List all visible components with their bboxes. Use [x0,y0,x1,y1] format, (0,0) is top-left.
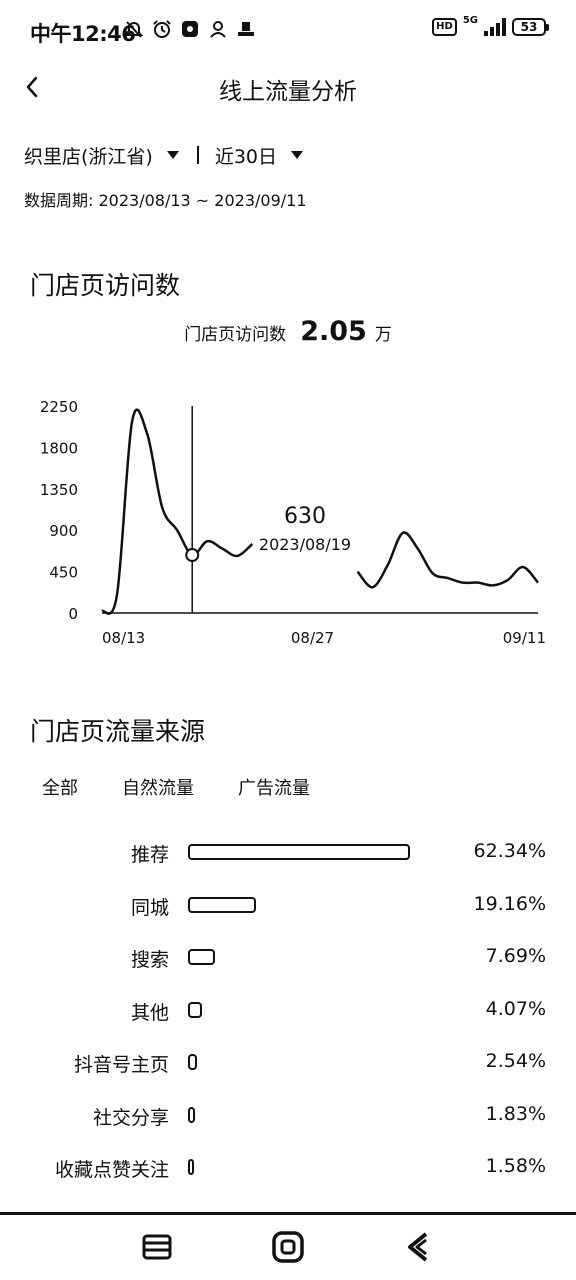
source-label: 搜索 [130,949,169,971]
source-bar [188,1106,195,1123]
store-selector-label: 织里店(浙江省) [24,145,153,168]
chevron-left-icon [26,76,38,98]
source-percentage: 1.83% [485,1102,546,1125]
source-label: 其他 [130,1001,169,1024]
battery-icon: 53 [512,18,549,36]
source-percentage: 62.34% [473,840,546,862]
menu-icon [142,1234,172,1260]
y-tick-label: 450 [49,564,78,582]
source-bar [188,949,216,965]
source-bar [188,1001,203,1018]
summary-value: 2.05 [300,316,367,347]
back-nav-button[interactable] [402,1230,436,1264]
sources-section-title: 门店页流量来源 [30,717,206,746]
source-row: 收藏点赞关注 1.58% [0,1151,576,1204]
source-percentage: 1.58% [485,1155,546,1177]
source-percentage: 2.54% [485,1050,546,1072]
source-tabs: 全部 自然流量 广告流量 [42,774,310,800]
caret-down-icon [291,151,304,159]
source-bar [188,1159,194,1175]
x-tick-label: 09/11 [503,629,546,647]
y-tick-label: 2250 [40,398,78,416]
y-tick-label: 1800 [40,439,78,457]
person-icon [208,19,228,39]
network-type: 5G [462,15,478,26]
tooltip-value: 630 [284,504,326,529]
visits-section-title: 门店页访问数 [30,271,181,300]
signal-icon [484,18,506,36]
page-title: 线上流量分析 [219,79,357,105]
status-right-icons: HD 5G 53 [432,15,549,36]
source-row: 推荐 62.34% [0,836,576,889]
home-button[interactable] [271,1230,305,1264]
source-row: 同城 19.16% [0,889,576,942]
caret-down-icon [166,151,179,159]
range-selector[interactable]: 近30日 [214,142,304,169]
x-tick-label: 08/27 [291,629,334,647]
source-bar [188,844,410,860]
source-list: 推荐 62.34% 同城 19.16% 搜索 7.69% 其他 4.07% 抖音号主页 2.54%… [0,836,576,1204]
tab-ads[interactable]: 广告流量 [238,778,310,799]
status-bar: 中午12:46 HD 5G 53 [0,0,576,62]
series-line [100,408,254,615]
source-percentage: 7.69% [485,945,546,967]
source-row: 其他 4.07% [0,994,576,1047]
filter-row: 织里店(浙江省) 近30日 [24,140,304,170]
bell-off-icon [124,19,144,39]
menu-button[interactable] [140,1230,174,1264]
back-button[interactable] [18,72,48,102]
hd-badge: HD [432,18,457,36]
source-percentage: 4.07% [485,997,546,1020]
hat-icon [236,19,256,39]
store-selector[interactable]: 织里店(浙江省) [24,142,179,169]
range-selector-label: 近30日 [214,145,278,168]
source-label: 推荐 [130,844,169,866]
source-label: 抖音号主页 [73,1054,169,1076]
source-percentage: 19.16% [473,892,546,915]
source-row: 社交分享 1.83% [0,1099,576,1152]
status-time: 中午12:46 [30,22,136,46]
summary-label: 门店页访问数 [184,325,287,345]
divider [0,1212,576,1215]
data-point-marker [185,548,200,563]
home-icon [272,1231,304,1263]
x-tick-label: 08/13 [102,629,145,647]
visits-line-chart[interactable]: 0 450 900 1350 1800 2250 08/13 08/27 09/11 630 202… [0,390,576,660]
visits-summary: 门店页访问数 2.05 万 [0,316,576,347]
source-label: 同城 [130,896,169,919]
status-notification-icons [124,19,256,39]
tab-natural[interactable]: 自然流量 [122,778,194,799]
tooltip-date: 2023/08/19 [259,535,351,554]
y-tick-label: 900 [49,522,78,540]
source-label: 收藏点赞关注 [54,1159,169,1181]
app-icon [180,19,200,39]
series-line [356,531,539,589]
system-nav-bar [0,1222,576,1280]
source-row: 抖音号主页 2.54% [0,1046,576,1099]
source-row: 搜索 7.69% [0,941,576,994]
y-tick-label: 0 [68,605,78,623]
tab-all[interactable]: 全部 [42,778,78,799]
source-bar [188,896,257,913]
alarm-icon [152,19,172,39]
source-bar [188,1054,198,1070]
back-icon [408,1232,428,1262]
summary-unit: 万 [374,325,392,345]
divider [196,146,199,164]
source-label: 社交分享 [92,1106,169,1129]
y-tick-label: 1350 [40,481,78,499]
data-period: 数据周期: 2023/08/13 ~ 2023/09/11 [24,191,307,210]
